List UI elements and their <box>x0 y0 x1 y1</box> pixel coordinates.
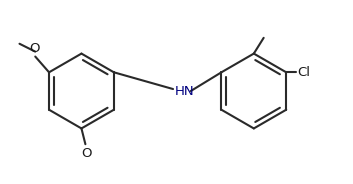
Text: O: O <box>29 42 40 55</box>
Text: O: O <box>81 147 92 160</box>
Text: HN: HN <box>175 84 195 98</box>
Text: Cl: Cl <box>297 66 310 79</box>
